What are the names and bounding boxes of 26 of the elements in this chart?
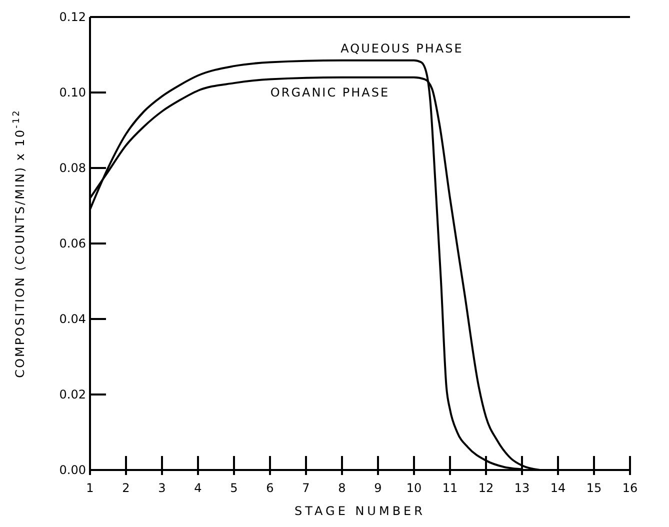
x-tick-label: 3 [158, 481, 166, 495]
series-label: ORGANIC PHASE [270, 85, 390, 100]
x-tick-label: 5 [230, 481, 238, 495]
x-tick-label: 7 [302, 481, 310, 495]
x-tick-label: 12 [478, 481, 494, 495]
y-tick-label: 0.02 [59, 388, 86, 402]
y-tick-label: 0.06 [59, 236, 86, 250]
x-tick-label: 11 [442, 481, 458, 495]
x-tick-label: 1 [86, 481, 94, 495]
x-tick-label: 15 [586, 481, 602, 495]
x-tick-label: 10 [406, 481, 422, 495]
y-tick-label: 0.10 [59, 86, 86, 100]
x-tick-label: 16 [622, 481, 638, 495]
y-tick-label: 0.08 [59, 161, 86, 175]
y-tick-label: 0.00 [59, 463, 86, 477]
x-tick-label: 13 [514, 481, 530, 495]
x-tick-label: 2 [122, 481, 130, 495]
y-tick-label: 0.12 [59, 10, 86, 24]
y-tick-label: 0.04 [59, 312, 86, 326]
x-tick-label: 4 [194, 481, 202, 495]
x-tick-label: 8 [338, 481, 346, 495]
series-label: AQUEOUS PHASE [340, 41, 464, 56]
x-tick-label: 14 [550, 481, 566, 495]
x-axis-title: STAGE NUMBER [294, 504, 426, 518]
x-tick-label: 9 [374, 481, 382, 495]
x-tick-label: 6 [266, 481, 274, 495]
